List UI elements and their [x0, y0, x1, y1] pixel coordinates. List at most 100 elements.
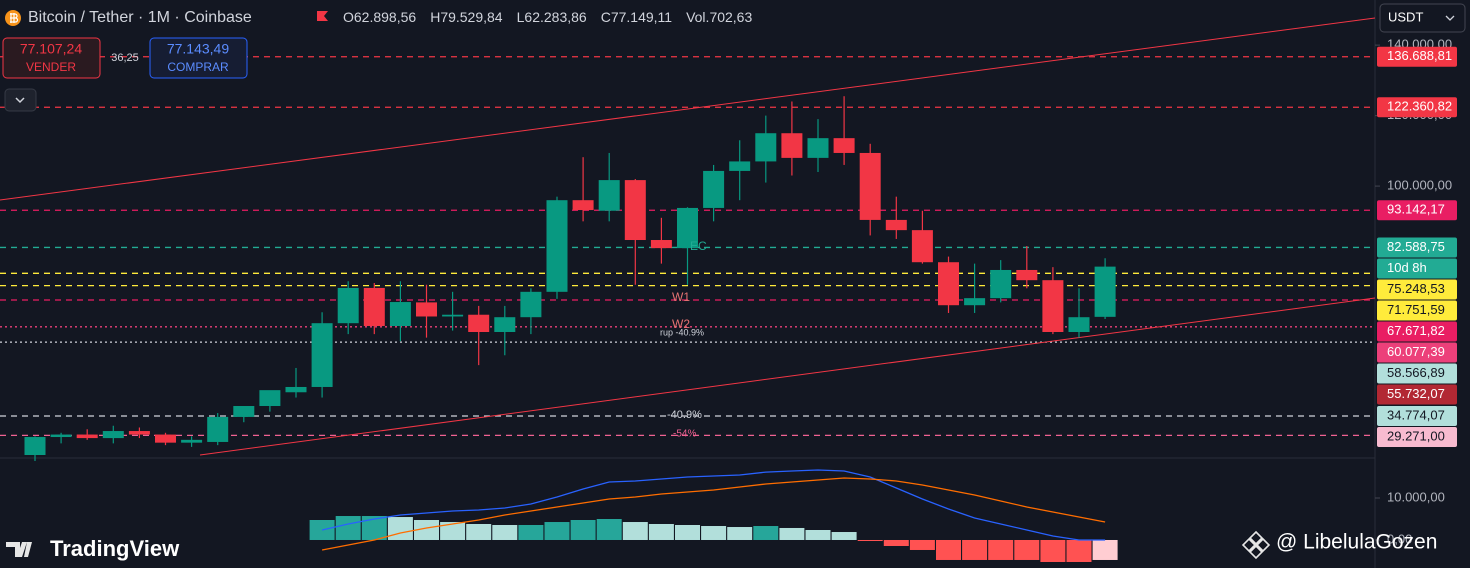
histogram-bar: [831, 532, 857, 540]
level-label: 34.774,07: [1387, 407, 1445, 422]
histogram-bar: [727, 527, 753, 540]
histogram-bar: [622, 522, 648, 540]
candle-body: [207, 416, 229, 442]
ohlc-value: 702,63: [709, 9, 752, 25]
candle-body: [572, 200, 594, 211]
annotation: EC: [690, 239, 707, 253]
histogram-bar: [1092, 539, 1118, 560]
y-tick-label: 10.000,00: [1387, 489, 1445, 504]
histogram-bar: [648, 523, 674, 540]
histogram-bar: [805, 529, 831, 540]
buy-label[interactable]: COMPRAR: [167, 60, 229, 74]
currency-label[interactable]: USDT: [1388, 9, 1423, 24]
histogram-bar: [518, 525, 544, 540]
histogram-bar: [492, 525, 518, 540]
candle-body: [833, 138, 855, 153]
level-label-bg: [1377, 200, 1457, 221]
ohlc-key: Vol.: [686, 9, 709, 25]
candle-body: [938, 262, 959, 306]
candle-body: [494, 317, 516, 332]
candle-body: [24, 437, 46, 455]
candle-body: [128, 431, 150, 435]
candle-body: [990, 269, 1012, 299]
candle-body: [1042, 280, 1064, 332]
ohlc-value: 62.898,56: [354, 9, 416, 25]
histogram-bar: [701, 526, 727, 540]
sell-button[interactable]: [2, 37, 101, 79]
annotations: EC W1 W2 rup -40.9% -40.9% -54%: [660, 239, 707, 439]
level-label-bg: [1377, 46, 1457, 67]
countdown-label: 10d 8h: [1387, 260, 1427, 275]
sell-price[interactable]: 77.107,24: [20, 41, 82, 57]
author-text: @ LibelulaGozen: [1276, 531, 1437, 554]
level-label-bg: [1377, 279, 1457, 300]
ohlc-value: 62.283,86: [524, 9, 586, 25]
histogram-bar: [883, 539, 909, 546]
candle-body: [337, 287, 359, 324]
level-label: 60.077,39: [1387, 344, 1445, 359]
level-label: 122.360,82: [1387, 99, 1452, 114]
candle-body: [50, 434, 72, 438]
watermark: TradingView @ LibelulaGozen: [6, 531, 1437, 561]
buy-price[interactable]: 77.143,49: [167, 41, 229, 57]
symbol-title: Bitcoin / Tether · 1M · Coinbase: [28, 9, 252, 26]
histogram-bar: [779, 527, 805, 540]
histogram-bar: [936, 539, 961, 560]
candle-body: [677, 207, 698, 249]
candle-body: [102, 431, 124, 439]
candle-body: [911, 230, 933, 263]
collapse-button[interactable]: [4, 88, 37, 112]
candle-body: [1094, 266, 1116, 317]
level-label: 58.566,89: [1387, 365, 1445, 380]
histogram-bar: [675, 525, 700, 540]
candle-body: [624, 180, 646, 241]
candle-body: [311, 323, 333, 387]
level-label: 71.751,59: [1387, 302, 1445, 317]
y-tick-label: 100.000,00: [1387, 178, 1452, 193]
level-label-bg: [1377, 321, 1457, 342]
level-label-bg: [1377, 97, 1457, 118]
level-label-bg: [1377, 426, 1457, 447]
histogram-bar: [387, 517, 413, 540]
level-label-bg: [1377, 342, 1457, 363]
chevron-icon: [1445, 15, 1455, 21]
sell-label[interactable]: VENDER: [26, 60, 76, 74]
candle-body: [781, 133, 803, 158]
trendline-upper: [0, 17, 1375, 201]
candle-body: [859, 152, 881, 220]
level-label-bg: [1377, 300, 1457, 321]
header: Bitcoin / Tether · 1M · Coinbase O62.898…: [2, 3, 1466, 112]
histogram-bar: [596, 518, 622, 540]
histogram-bar: [857, 539, 883, 541]
histogram-bar: [440, 522, 466, 540]
candle-body: [389, 302, 411, 327]
candle-body: [703, 170, 725, 208]
candle-body: [1016, 269, 1038, 281]
histogram-bar: [1066, 539, 1092, 562]
histogram-bar: [544, 522, 570, 540]
chevron-icon: [15, 97, 25, 104]
currency-select[interactable]: [1379, 3, 1466, 33]
histogram-bar: [988, 539, 1014, 560]
trendline-lower: [199, 297, 1375, 456]
level-label-bg: [1377, 384, 1457, 405]
annotation: W2: [672, 317, 690, 331]
candle-body: [468, 314, 490, 332]
candle-body: [363, 287, 385, 327]
level-label: 136.688,81: [1387, 48, 1452, 63]
histogram-bar: [335, 516, 361, 540]
histogram-bar: [962, 539, 988, 560]
candle-body: [964, 298, 986, 306]
tv-logo-icon: [6, 542, 32, 557]
signal-line: [321, 477, 1106, 551]
level-label: 93.142,17: [1387, 202, 1445, 217]
candle-body: [755, 133, 777, 162]
buy-button[interactable]: [149, 37, 248, 79]
ohlc-value: 77.149,11: [611, 9, 672, 25]
price-axis: 140.000,00120.000,00100.000,00136.688,81…: [1375, 37, 1457, 546]
countdown-bg: [1377, 258, 1457, 279]
candle-body: [155, 434, 176, 443]
histogram-bar: [1014, 539, 1040, 560]
candles: [24, 96, 1116, 461]
